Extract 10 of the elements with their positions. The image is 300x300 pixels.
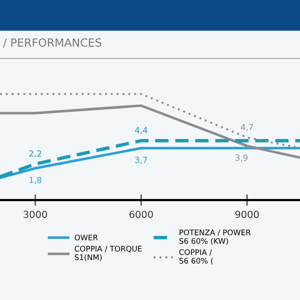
data-label: 4,7 <box>240 124 253 132</box>
data-label: 2,2 <box>29 150 42 158</box>
x-tick-label: 3000 <box>24 210 48 218</box>
x-tick-label: 6000 <box>129 210 153 218</box>
x-tick-label: 9000 <box>235 210 259 218</box>
data-label: 3,9 <box>236 154 248 162</box>
chart-title: / PERFORMANCES <box>3 38 102 48</box>
data-label: 3,7 <box>135 156 148 164</box>
data-label: 1,8 <box>30 176 42 184</box>
data-label: 4,4 <box>134 127 148 134</box>
